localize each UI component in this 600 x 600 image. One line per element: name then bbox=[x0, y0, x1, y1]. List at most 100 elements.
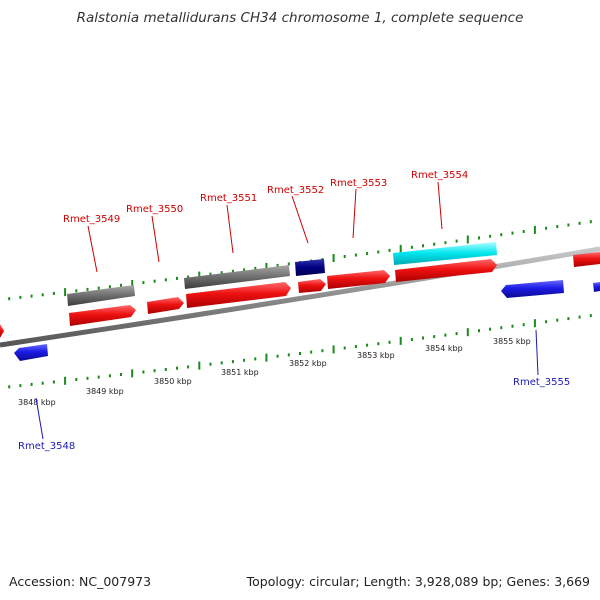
scale-label-3854: 3854 kbp bbox=[425, 344, 463, 353]
cds-arrow-forward[interactable] bbox=[573, 252, 600, 267]
leader-line-rmet-3552 bbox=[291, 195, 309, 244]
leader-line-rmet-3553 bbox=[352, 188, 357, 239]
minor-tick bbox=[444, 333, 447, 337]
leader-line-rmet-3549 bbox=[87, 225, 98, 273]
minor-tick bbox=[75, 378, 78, 381]
minor-tick bbox=[75, 289, 78, 293]
minor-tick bbox=[556, 318, 559, 322]
gene-label-rmet-3550[interactable]: Rmet_3550 bbox=[126, 204, 183, 215]
minor-tick bbox=[287, 262, 290, 266]
major-tick bbox=[399, 244, 402, 253]
minor-tick bbox=[377, 342, 380, 346]
minor-tick bbox=[444, 241, 447, 245]
minor-tick bbox=[545, 320, 548, 324]
gray-feature-track bbox=[67, 242, 497, 306]
major-tick bbox=[332, 345, 335, 354]
major-tick bbox=[466, 235, 469, 244]
minor-tick bbox=[187, 275, 190, 279]
minor-tick bbox=[578, 221, 581, 225]
scale-label-3855: 3855 kbp bbox=[493, 337, 531, 346]
minor-tick bbox=[243, 358, 246, 362]
major-tick bbox=[466, 328, 469, 337]
minor-tick bbox=[500, 326, 503, 330]
major-tick bbox=[198, 361, 201, 370]
navy-feature-bar[interactable] bbox=[295, 259, 325, 276]
minor-tick bbox=[276, 354, 279, 358]
minor-tick bbox=[299, 352, 301, 355]
minor-tick bbox=[511, 324, 514, 328]
minor-tick bbox=[153, 369, 156, 373]
gene-label-rmet-3548[interactable]: Rmet_3548 bbox=[18, 441, 75, 452]
minor-tick bbox=[254, 357, 257, 361]
cds-arrow-reverse[interactable] bbox=[593, 282, 600, 292]
scale-label-3850: 3850 kbp bbox=[154, 377, 192, 386]
minor-tick bbox=[231, 269, 234, 273]
minor-tick bbox=[478, 236, 480, 240]
leader-line-rmet-3548 bbox=[35, 397, 44, 440]
major-tick bbox=[533, 319, 536, 328]
minor-tick bbox=[41, 293, 44, 297]
minor-tick bbox=[97, 286, 100, 290]
gene-label-rmet-3551[interactable]: Rmet_3551 bbox=[200, 193, 257, 204]
minor-tick bbox=[19, 384, 22, 388]
cds-arrow-forward-rmet-3554[interactable] bbox=[395, 259, 497, 282]
major-tick bbox=[131, 369, 134, 378]
minor-tick bbox=[433, 242, 436, 246]
minor-tick bbox=[522, 323, 525, 327]
leader-line-rmet-3554 bbox=[437, 181, 443, 230]
major-tick bbox=[533, 225, 536, 234]
inner-tick-ring bbox=[8, 314, 592, 389]
cds-arrow-reverse-rmet-3548[interactable] bbox=[14, 344, 48, 361]
cds-arrow-forward-rmet-3551[interactable] bbox=[186, 282, 291, 308]
minor-tick bbox=[455, 239, 458, 243]
minor-tick bbox=[187, 365, 190, 369]
minor-tick bbox=[388, 248, 391, 252]
cds-arrow-forward-rmet-3550[interactable] bbox=[147, 297, 184, 314]
minor-tick bbox=[164, 278, 167, 282]
minor-tick bbox=[410, 338, 413, 341]
minor-tick bbox=[500, 233, 503, 237]
cds-arrow-forward-rmet-3549[interactable] bbox=[69, 305, 136, 326]
minor-tick bbox=[567, 317, 570, 321]
minor-tick bbox=[422, 336, 424, 340]
minor-tick bbox=[164, 368, 167, 371]
gene-label-rmet-3549[interactable]: Rmet_3549 bbox=[63, 214, 120, 225]
footer-stats: Topology: circular; Length: 3,928,089 bp… bbox=[246, 574, 590, 589]
cds-arrow-forward-rmet-3552[interactable] bbox=[298, 279, 326, 293]
minor-tick bbox=[589, 314, 592, 318]
major-tick bbox=[265, 262, 268, 271]
minor-tick bbox=[489, 234, 492, 238]
minor-tick bbox=[287, 353, 290, 357]
minor-tick bbox=[142, 370, 145, 374]
gene-label-rmet-3553[interactable]: Rmet_3553 bbox=[330, 178, 387, 189]
minor-tick bbox=[366, 343, 369, 347]
minor-tick bbox=[321, 349, 324, 353]
gene-label-rmet-3552[interactable]: Rmet_3552 bbox=[267, 185, 324, 196]
minor-tick bbox=[343, 346, 346, 350]
minor-tick bbox=[8, 385, 11, 389]
gene-label-rmet-3555[interactable]: Rmet_3555 bbox=[513, 377, 570, 388]
minor-tick bbox=[41, 381, 44, 385]
forward-cds-track bbox=[0, 252, 600, 338]
leader-line-rmet-3555 bbox=[535, 329, 539, 376]
label-leaders bbox=[35, 181, 539, 440]
minor-tick bbox=[120, 283, 122, 287]
gene-label-rmet-3554[interactable]: Rmet_3554 bbox=[411, 170, 468, 181]
major-tick bbox=[131, 280, 134, 288]
minor-tick bbox=[578, 315, 581, 319]
major-tick bbox=[332, 254, 335, 262]
minor-tick bbox=[30, 382, 33, 386]
minor-tick bbox=[589, 220, 592, 224]
minor-tick bbox=[567, 223, 570, 227]
minor-tick bbox=[19, 295, 22, 299]
cds-arrow-forward-rmet-3553[interactable] bbox=[327, 270, 390, 289]
cds-arrow-forward[interactable] bbox=[0, 324, 4, 338]
gray-feature-bar[interactable] bbox=[67, 285, 135, 306]
leader-line-rmet-3550 bbox=[151, 215, 160, 263]
cyan-feature-bar[interactable] bbox=[393, 242, 497, 265]
cds-arrow-reverse-rmet-3555[interactable] bbox=[501, 280, 564, 298]
gray-feature-bar[interactable] bbox=[184, 265, 290, 289]
major-tick bbox=[198, 271, 201, 280]
minor-tick bbox=[209, 272, 212, 276]
